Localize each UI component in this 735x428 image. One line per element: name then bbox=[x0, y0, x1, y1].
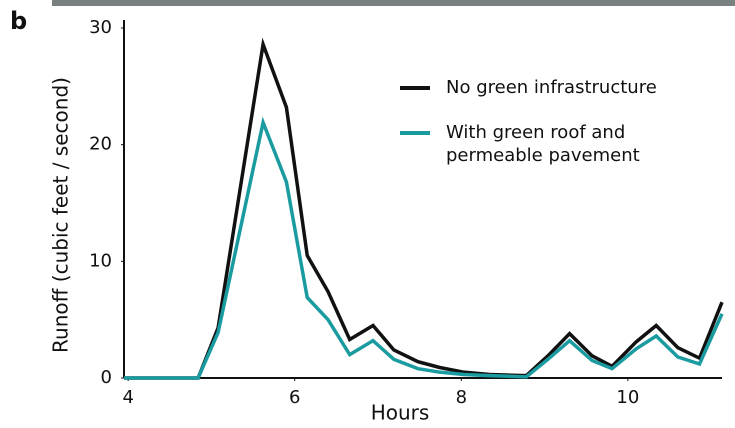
x-tick-label: 8 bbox=[456, 387, 467, 408]
y-axis-label: Runoff (cubic feet / second) bbox=[49, 77, 73, 353]
y-tick-label: 20 bbox=[89, 134, 112, 155]
panel-label: b bbox=[10, 7, 27, 35]
x-axis-label: Hours bbox=[371, 401, 430, 425]
legend-label: No green infrastructure bbox=[446, 77, 657, 98]
y-tick-label: 0 bbox=[101, 367, 112, 388]
x-tick-label: 6 bbox=[289, 387, 300, 408]
photo-strip bbox=[52, 0, 735, 6]
y-tick-label: 30 bbox=[89, 17, 112, 38]
x-tick-label: 10 bbox=[616, 387, 639, 408]
y-tick-label: 10 bbox=[89, 250, 112, 271]
x-tick-label: 4 bbox=[122, 387, 133, 408]
chart: b Hours Runoff (cubic feet / second) 0 10… bbox=[0, 0, 735, 428]
